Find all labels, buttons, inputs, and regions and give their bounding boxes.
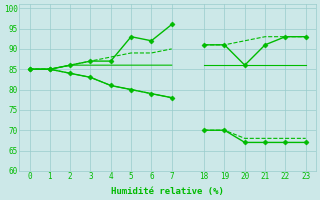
X-axis label: Humidité relative (%): Humidité relative (%)	[111, 187, 224, 196]
